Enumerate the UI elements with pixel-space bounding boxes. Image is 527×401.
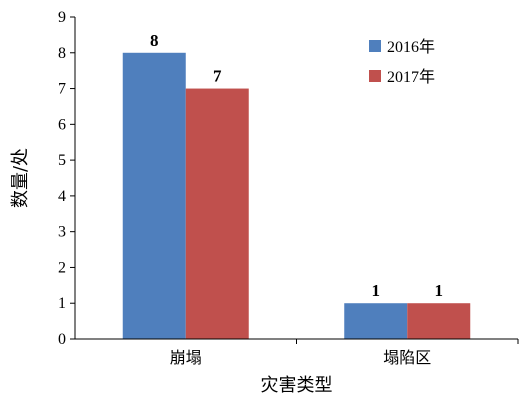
y-tick-label: 6 xyxy=(58,116,66,133)
y-tick-label: 0 xyxy=(58,331,66,348)
x-category-label: 塌陷区 xyxy=(383,348,431,367)
y-tick-label: 7 xyxy=(58,81,66,98)
bar-value-label: 8 xyxy=(150,31,159,50)
y-tick-label: 1 xyxy=(58,295,66,312)
y-tick-label: 9 xyxy=(58,9,66,26)
bar xyxy=(185,88,249,339)
y-tick-label: 4 xyxy=(58,188,66,205)
bar xyxy=(407,303,471,339)
legend-swatch xyxy=(369,40,381,52)
y-tick-label: 8 xyxy=(58,45,66,62)
bars xyxy=(122,52,471,340)
y-tick-label: 3 xyxy=(58,224,66,241)
legend-label: 2016年 xyxy=(387,38,435,56)
bar xyxy=(122,52,186,340)
y-tick-label: 5 xyxy=(58,152,66,169)
x-axis-title: 灾害类型 xyxy=(261,375,333,396)
legend: 2016年 2017年 xyxy=(369,38,435,86)
y-axis-title: 数量/处 xyxy=(10,148,31,208)
bar-value-label: 7 xyxy=(213,67,222,86)
x-category-label: 崩塌 xyxy=(170,348,202,367)
data-labels: 8 7 1 1 xyxy=(150,31,443,300)
x-axis-category-labels: 崩塌 塌陷区 xyxy=(170,339,519,367)
legend-label: 2017年 xyxy=(387,68,435,86)
bar-value-label: 1 xyxy=(435,281,444,300)
y-axis-ticks: 0 1 2 3 4 5 6 7 8 9 xyxy=(58,9,75,348)
y-tick-label: 2 xyxy=(58,259,66,276)
bar xyxy=(344,303,408,339)
bar-value-label: 1 xyxy=(372,281,381,300)
legend-swatch xyxy=(369,70,381,82)
